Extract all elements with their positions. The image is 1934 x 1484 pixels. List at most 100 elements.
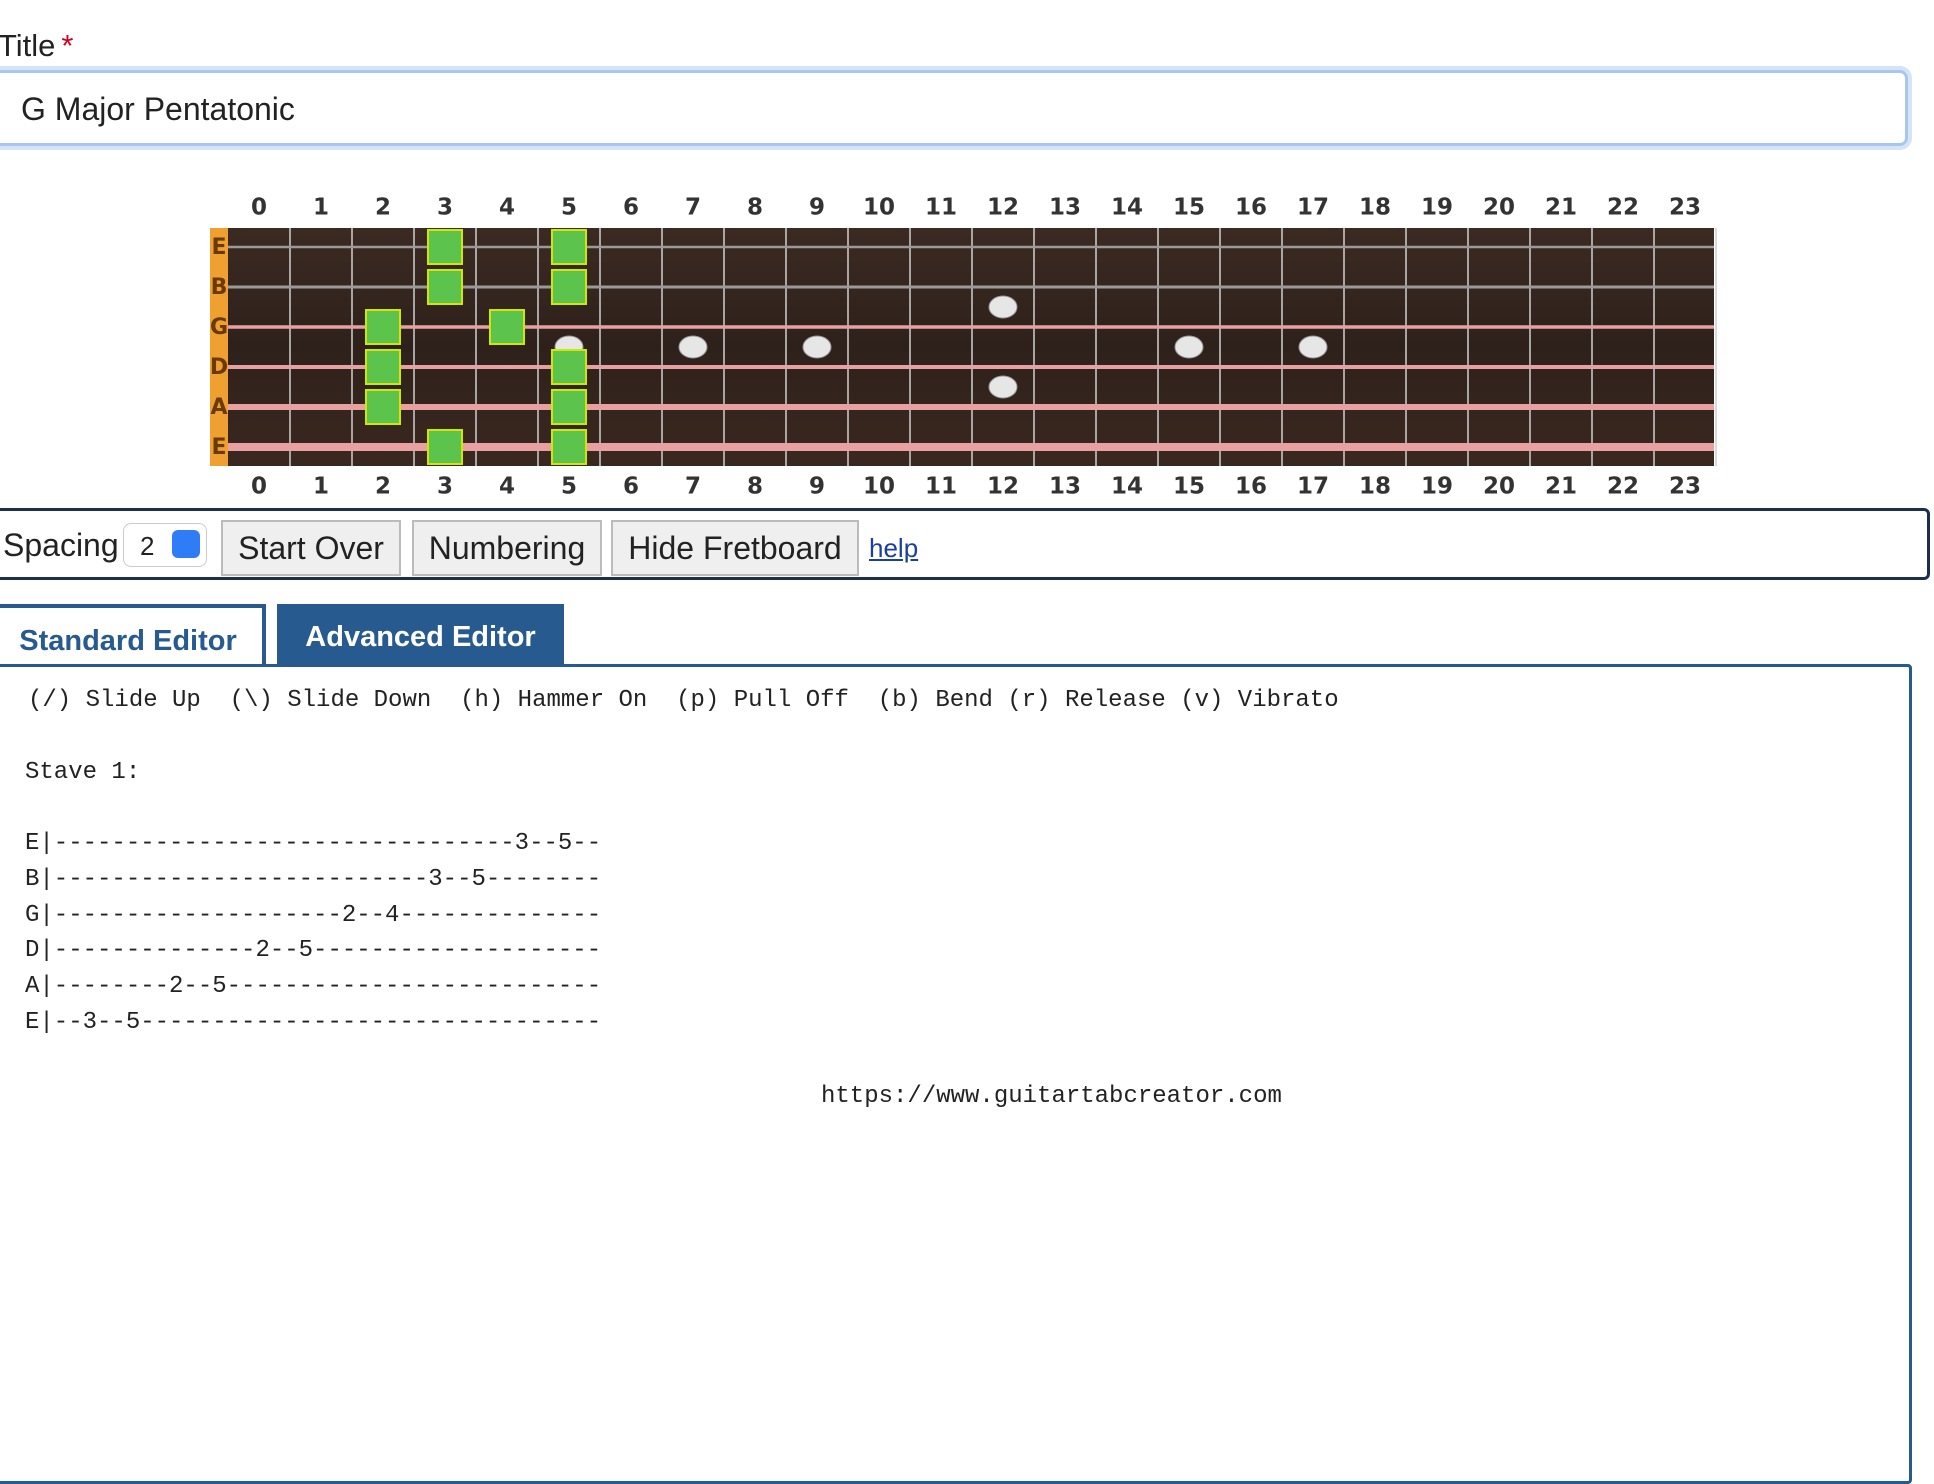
fret-number: 3 [437,474,453,500]
fret-number: 21 [1545,474,1577,500]
fret-number: 15 [1173,474,1205,500]
fret-number: 23 [1669,474,1701,500]
fret-number: 1 [313,474,329,500]
fret-number: 11 [925,195,957,221]
string-label: D [210,355,228,380]
fret-number: 4 [499,195,515,221]
label-text: Title [0,28,56,63]
hide-fretboard-button[interactable]: Hide Fretboard [611,520,859,576]
note-marker [365,309,401,345]
fret-number: 5 [561,474,577,500]
fret-number: 21 [1545,195,1577,221]
fret-number: 4 [499,474,515,500]
tab-line: E|--------------------------------3--5-- [25,830,602,857]
fret-number: 13 [1049,474,1081,500]
fret-number: 17 [1297,474,1329,500]
legend: (/) Slide Up (\) Slide Down (h) Hammer O… [28,687,1339,714]
nut [210,228,228,466]
note-marker [551,269,587,305]
inlay-dot [1298,335,1328,359]
fret-number: 18 [1359,195,1391,221]
inlay-dot [1174,335,1204,359]
required-mark: * [61,28,74,63]
note-marker [427,429,463,465]
fretboard[interactable]: EBGDAE0011223344556677889910101111121213… [0,180,1934,500]
fret-number: 12 [987,195,1019,221]
note-marker [427,229,463,265]
fret-number: 15 [1173,195,1205,221]
start-over-button[interactable]: Start Over [221,520,401,576]
fret-number: 2 [375,195,391,221]
fret-number: 20 [1483,195,1515,221]
numbering-button[interactable]: Numbering [412,520,602,576]
help-link[interactable]: help [869,533,919,563]
note-marker [427,269,463,305]
tab[interactable]: Advanced Editor [277,604,564,667]
fret-number: 8 [747,474,763,500]
tab[interactable]: Standard Editor [0,604,266,667]
fret-number: 1 [313,195,329,221]
fret-number: 17 [1297,195,1329,221]
fret-number: 22 [1607,474,1639,500]
string-label: E [211,235,226,260]
string-label: A [210,395,227,420]
fret-number: 14 [1111,474,1143,500]
fret-number: 9 [809,474,825,500]
fret-number: 23 [1669,195,1701,221]
fret-number: 0 [251,474,267,500]
tab-line: D|--------------2--5-------------------- [25,937,602,965]
fret-number: 13 [1049,195,1081,221]
fret-number: 2 [375,474,391,500]
fret-number: 7 [685,195,701,221]
spacing-label: Spacing [3,527,119,563]
fret-number: 19 [1421,474,1453,500]
fret-number: 22 [1607,195,1639,221]
fret-number: 3 [437,195,453,221]
fret-number: 16 [1235,195,1267,221]
inlay-dot [988,375,1018,399]
fret-number: 14 [1111,195,1143,221]
title-input[interactable]: G Major Pentatonic [0,70,1908,146]
note-marker [551,429,587,465]
note-marker [365,389,401,425]
title-label: Title * [0,28,74,64]
fret-number: 18 [1359,474,1391,500]
stave-label: Stave 1: [25,759,141,786]
toolbar: Spacing 2 Start Over Numbering Hide Fret… [0,508,1930,580]
note-marker [551,349,587,385]
inlay-dot [988,295,1018,319]
select-arrows [172,530,200,558]
editor[interactable]: (/) Slide Up (\) Slide Down (h) Hammer O… [0,664,1912,1484]
tab-line: B|--------------------------3--5-------- [25,865,602,893]
fret-number: 5 [561,195,577,221]
tab-line: A|--------2--5-------------------------- [25,973,602,1001]
fret-number: 6 [623,474,639,500]
fret-number: 19 [1421,195,1453,221]
footer-url: https://www.guitartabcreator.com [821,1083,1282,1110]
tab-line: E|--3--5-------------------------------- [25,1009,602,1036]
fret-number: 10 [863,195,895,221]
inlay-dot [678,335,708,359]
spacing-select[interactable]: 2 [123,523,207,567]
note-marker [489,309,525,345]
fret-number: 6 [623,195,639,221]
title-value: G Major Pentatonic [21,91,295,127]
string-label: G [210,315,228,340]
fret-number: 11 [925,474,957,500]
fret-number: 7 [685,474,701,500]
fret-number: 12 [987,474,1019,500]
fret-number: 8 [747,195,763,221]
note-marker [551,229,587,265]
fret-number: 10 [863,474,895,500]
note-marker [365,349,401,385]
string-label: B [211,275,228,300]
fret-number: 20 [1483,474,1515,500]
fret-number: 9 [809,195,825,221]
string-label: E [211,435,226,460]
tab-line: G|--------------------2--4-------------- [25,901,602,929]
fret-number: 16 [1235,474,1267,500]
inlay-dot [802,335,832,359]
note-marker [551,389,587,425]
spacing-value: 2 [140,531,155,561]
